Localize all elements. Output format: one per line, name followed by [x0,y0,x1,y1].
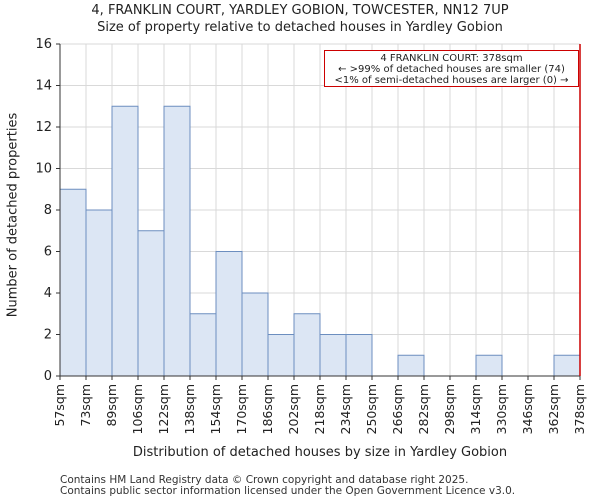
x-tick-label: 298sqm [442,384,457,434]
x-tick-label: 89sqm [104,384,119,427]
bar-170sqm [241,292,269,377]
x-tick-label: 346sqm [520,384,535,434]
bar-138sqm [189,313,217,377]
x-tick-label: 282sqm [416,384,431,434]
y-tick-label: 4 [44,286,52,301]
x-tick-label: 170sqm [234,384,249,434]
y-tick-labels: 0 2 4 6 8 10 12 14 16 [35,37,52,384]
y-tick-label: 12 [35,120,52,135]
footer-licence: Contains public sector information licen… [60,485,516,497]
bar-layer [59,105,581,377]
annotation-line1: 4 FRANKLIN COURT: 378sqm [380,53,523,64]
x-tick-label: 330sqm [494,384,509,434]
x-tick-label: 234sqm [338,384,353,434]
y-tick-label: 14 [35,79,52,94]
x-tick-label: 266sqm [390,384,405,434]
bar-234sqm [345,334,373,377]
axis-layer [56,43,581,380]
bar-362sqm [553,354,581,377]
x-tick-label: 250sqm [364,384,379,434]
bar-266sqm [397,354,425,377]
x-tick-labels: 57sqm 73sqm 89sqm 106sqm 122sqm 138sqm 154sqm 1… [52,384,587,434]
x-tick-label: 122sqm [156,384,171,434]
y-tick-label: 16 [35,37,52,52]
x-tick-label: 314sqm [468,384,483,434]
x-tick-label: 106sqm [130,384,145,434]
y-tick-label: 0 [44,369,52,384]
y-tick-label: 10 [35,162,52,177]
x-tick-label: 218sqm [312,384,327,434]
x-tick-label: 378sqm [572,384,587,434]
annotation-box: 4 FRANKLIN COURT: 378sqm ← >99% of detac… [324,50,579,87]
bar-73sqm [85,209,113,377]
chart-title-line2: Size of property relative to detached ho… [97,20,503,35]
chart-title-line1: 4, FRANKLIN COURT, YARDLEY GOBION, TOWCE… [91,3,509,18]
x-tick-label: 73sqm [78,384,93,427]
x-tick-label: 57sqm [52,384,67,427]
annotation-line3: <1% of semi-detached houses are larger (… [334,75,569,86]
x-tick-label: 362sqm [546,384,561,434]
footer-copyright: Contains HM Land Registry data © Crown c… [60,474,469,486]
bar-106sqm [137,230,165,377]
y-tick-label: 6 [44,245,52,260]
annotation-line2: ← >99% of detached houses are smaller (7… [338,64,565,75]
bar-314sqm [475,354,503,377]
bar-122sqm [163,105,191,377]
y-tick-label: 8 [44,203,52,218]
bar-202sqm [293,313,321,377]
x-axis-label: Distribution of detached houses by size … [132,445,508,460]
bar-89sqm [111,105,139,377]
bar-57sqm [59,188,87,377]
bar-154sqm [215,251,243,377]
x-tick-label: 186sqm [260,384,275,434]
x-tick-label: 138sqm [182,384,197,434]
bar-218sqm [319,334,347,377]
x-tick-label: 154sqm [208,384,223,434]
y-tick-label: 2 [44,328,52,343]
x-tick-label: 202sqm [286,384,301,434]
bar-186sqm [267,334,295,377]
